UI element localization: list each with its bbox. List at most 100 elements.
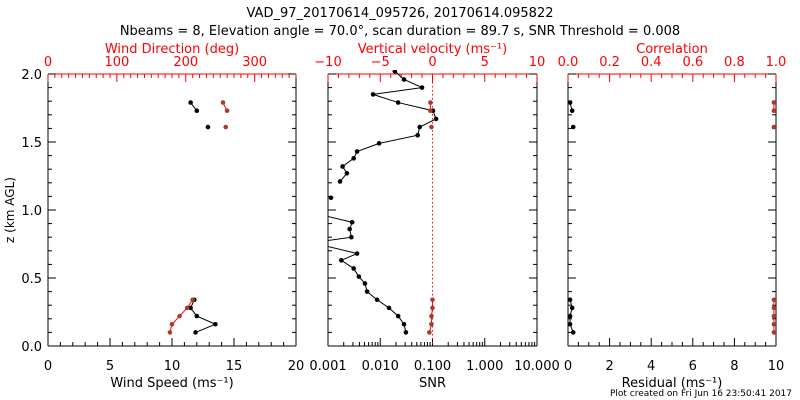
data-point-vertical-velocity	[428, 100, 433, 105]
data-point-vertical-velocity	[430, 297, 435, 303]
data-point-snr	[433, 116, 439, 122]
data-point-wind-speed	[205, 124, 211, 130]
data-point-residual	[570, 330, 576, 335]
x-tick-label: 15	[226, 359, 243, 374]
series-group	[167, 100, 230, 335]
top-x-tick-label: −10	[314, 55, 341, 70]
top-x-tick-label: 0.8	[724, 55, 745, 70]
data-point-residual	[568, 297, 573, 303]
data-point-residual	[570, 124, 576, 130]
data-point-snr	[419, 85, 425, 90]
x-tick-label: 10	[164, 359, 181, 374]
data-point-snr	[328, 195, 334, 201]
data-point-snr	[364, 289, 370, 294]
data-point-residual	[568, 100, 573, 105]
series-group	[328, 70, 439, 335]
data-point-snr	[344, 170, 350, 176]
top-x-tick-label: 0.0	[558, 55, 579, 70]
top-x-tick-label: 0.6	[682, 55, 703, 70]
top-x-tick-label: 0	[428, 55, 436, 70]
data-point-vertical-velocity	[430, 305, 435, 311]
series-group	[568, 100, 776, 335]
data-point-correlation	[771, 321, 776, 327]
data-point-wind-direction	[224, 108, 230, 114]
data-point-snr	[401, 321, 407, 327]
data-point-residual	[568, 321, 573, 327]
data-point-snr	[351, 266, 356, 271]
data-point-snr	[403, 330, 409, 335]
top-x-tick-label: 0.2	[599, 55, 620, 70]
x-tick-label: 5	[106, 359, 114, 374]
data-point-snr	[395, 313, 401, 319]
data-point-wind-direction	[167, 330, 173, 335]
data-point-snr	[349, 219, 355, 225]
data-point-snr	[395, 100, 401, 105]
data-point-snr	[370, 92, 376, 97]
x-tick-label: 10	[768, 359, 785, 374]
x-tick-label: 8	[730, 359, 738, 374]
top-x-tick-label: 0.4	[641, 55, 662, 70]
x-tick-label: 0.001	[309, 359, 346, 374]
data-point-snr	[340, 164, 345, 169]
data-point-wind-direction	[177, 313, 182, 319]
data-point-snr	[392, 70, 398, 74]
data-point-wind-direction	[223, 124, 229, 130]
data-point-wind-speed	[193, 330, 198, 335]
x-axis-title: Residual (ms⁻¹)	[622, 376, 723, 391]
data-point-snr	[362, 281, 368, 286]
top-x-tick-label: 5	[481, 55, 489, 70]
y-axis-label: z (km AGL)	[3, 177, 17, 243]
data-point-snr	[349, 234, 354, 240]
title-line-2: Nbeams = 8, Elevation angle = 70.0°, sca…	[120, 24, 680, 39]
data-point-snr	[337, 179, 343, 184]
data-point-snr	[354, 149, 360, 154]
data-point-snr	[417, 124, 423, 130]
data-point-vertical-velocity	[428, 108, 433, 114]
data-point-correlation	[771, 108, 776, 114]
data-point-residual	[569, 108, 575, 114]
data-point-snr	[351, 156, 356, 161]
panel-residual: 0 2 4 6 8 10 Residual (ms⁻¹) 0.0 0.2 0.4 0.6 0.8 1.0…	[558, 42, 787, 391]
top-x-axis-title: Correlation	[636, 42, 708, 57]
data-point-correlation	[771, 305, 776, 311]
top-x-axis-title: Wind Direction (deg)	[105, 42, 239, 57]
x-tick-label: 20	[288, 359, 305, 374]
data-point-wind-speed	[188, 100, 193, 105]
top-x-tick-label: −5	[371, 55, 390, 70]
data-point-wind-speed	[194, 313, 200, 319]
data-point-snr	[347, 226, 352, 232]
data-point-correlation	[771, 297, 776, 303]
top-x-tick-label: 10	[529, 55, 546, 70]
top-x-tick-label: 200	[173, 55, 198, 70]
data-point-wind-direction	[184, 305, 190, 311]
data-point-wind-speed	[213, 321, 218, 327]
top-x-tick-label: 300	[242, 55, 267, 70]
data-point-correlation	[771, 100, 776, 105]
data-point-residual	[568, 313, 573, 319]
panel-snr: 0.001 0.010 0.100 1.000 10.000 SNR −10 −5 0 5 10 Ve…	[309, 42, 559, 391]
series-line-snr	[328, 215, 407, 333]
y-tick-label: 1.5	[21, 136, 42, 151]
data-point-snr	[386, 305, 392, 311]
data-point-correlation	[771, 330, 776, 335]
footer-timestamp: Plot created on Fri Jun 16 23:50:41 2017	[610, 389, 792, 399]
x-tick-label: 0.010	[362, 359, 399, 374]
x-tick-label: 0.100	[414, 359, 451, 374]
title-line-1: VAD_97_20170614_095726, 20170614.095822	[247, 6, 554, 21]
data-point-residual	[569, 305, 575, 311]
x-tick-label: 1.000	[466, 359, 503, 374]
data-point-wind-speed	[194, 108, 200, 114]
data-point-snr	[354, 251, 360, 256]
y-tick-label: 0.0	[21, 340, 42, 355]
x-tick-label: 2	[605, 359, 613, 374]
x-tick-label: 0	[44, 359, 52, 374]
top-x-tick-label: 0	[44, 55, 52, 70]
x-axis-title: SNR	[419, 376, 446, 391]
data-point-vertical-velocity	[427, 330, 432, 335]
data-point-vertical-velocity	[429, 124, 434, 130]
x-axis-title: Wind Speed (ms⁻¹)	[110, 376, 233, 391]
x-tick-label: 4	[647, 359, 655, 374]
x-tick-label: 10.000	[514, 359, 560, 374]
